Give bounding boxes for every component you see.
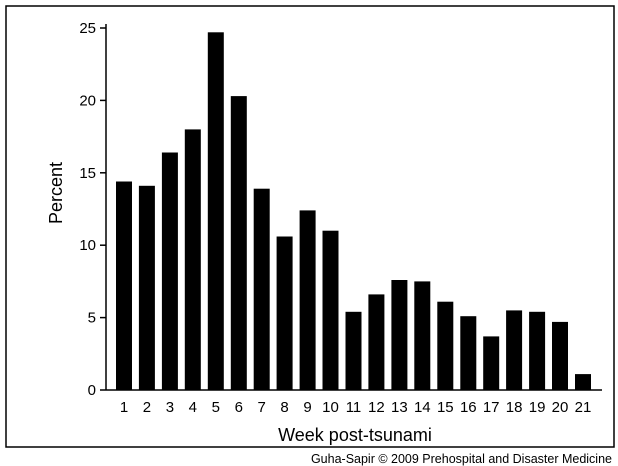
- x-tick-label-4: 4: [189, 399, 197, 416]
- x-tick-label-18: 18: [506, 399, 523, 416]
- bar-week-11: [345, 311, 362, 390]
- x-tick-label-15: 15: [437, 399, 454, 416]
- x-tick-label-11: 11: [346, 399, 362, 416]
- bar-week-3: [161, 152, 178, 390]
- bar-week-21: [575, 374, 591, 390]
- x-tick-label-10: 10: [322, 399, 339, 416]
- x-tick-label-8: 8: [280, 399, 288, 416]
- bar-week-16: [460, 316, 477, 390]
- bar-week-20: [552, 321, 568, 390]
- x-tick-label-5: 5: [212, 399, 220, 416]
- x-tick-label-2: 2: [143, 399, 151, 416]
- bar-week-8: [276, 236, 293, 390]
- x-tick-label-19: 19: [529, 399, 546, 416]
- bar-week-18: [506, 310, 523, 390]
- bar-week-7: [253, 188, 270, 390]
- y-tick-label-25: 25: [79, 20, 96, 37]
- x-tick-label-21: 21: [575, 399, 592, 416]
- bar-week-1: [116, 181, 132, 390]
- y-axis-ticks: 0 5 10 15 20 25: [79, 20, 106, 399]
- x-tick-label-13: 13: [391, 399, 408, 416]
- bar-week-14: [414, 281, 431, 390]
- bar-week-12: [368, 294, 385, 390]
- y-axis-title: Percent: [46, 162, 66, 224]
- bar-week-6: [230, 96, 247, 390]
- bar-week-13: [391, 280, 408, 390]
- y-tick-label-5: 5: [88, 310, 96, 327]
- bar-week-4: [184, 129, 201, 390]
- bar-week-2: [138, 185, 155, 390]
- bar-week-19: [529, 311, 546, 390]
- bar-week-17: [483, 336, 500, 390]
- plot-frame: [5, 5, 615, 448]
- y-tick-label-0: 0: [88, 382, 96, 399]
- bar-week-5: [207, 32, 224, 391]
- y-tick-label-20: 20: [79, 92, 96, 109]
- bars-group: [116, 32, 591, 391]
- y-tick-label-15: 15: [79, 165, 96, 182]
- bar-week-15: [437, 301, 454, 390]
- x-tick-label-9: 9: [303, 399, 311, 416]
- bar-week-9: [299, 210, 316, 390]
- credit-text: Guha-Sapir © 2009 Prehospital and Disast…: [311, 452, 612, 466]
- x-tick-label-3: 3: [166, 399, 174, 416]
- x-tick-label-20: 20: [552, 399, 569, 416]
- x-tick-label-12: 12: [368, 399, 385, 416]
- x-tick-label-17: 17: [483, 399, 500, 416]
- x-tick-label-16: 16: [460, 399, 477, 416]
- x-axis-title: Week post-tsunami: [278, 425, 432, 445]
- x-tick-label-1: 1: [120, 399, 128, 416]
- x-axis-ticks: 1 2 3 4 5 6 7 8 9 10 11 12 13 14 15 16 17 18 19 20 21: [120, 399, 592, 416]
- y-tick-label-10: 10: [79, 237, 96, 254]
- x-tick-label-6: 6: [235, 399, 243, 416]
- bar-week-10: [322, 230, 339, 390]
- x-tick-label-14: 14: [414, 399, 431, 416]
- x-tick-label-7: 7: [258, 399, 266, 416]
